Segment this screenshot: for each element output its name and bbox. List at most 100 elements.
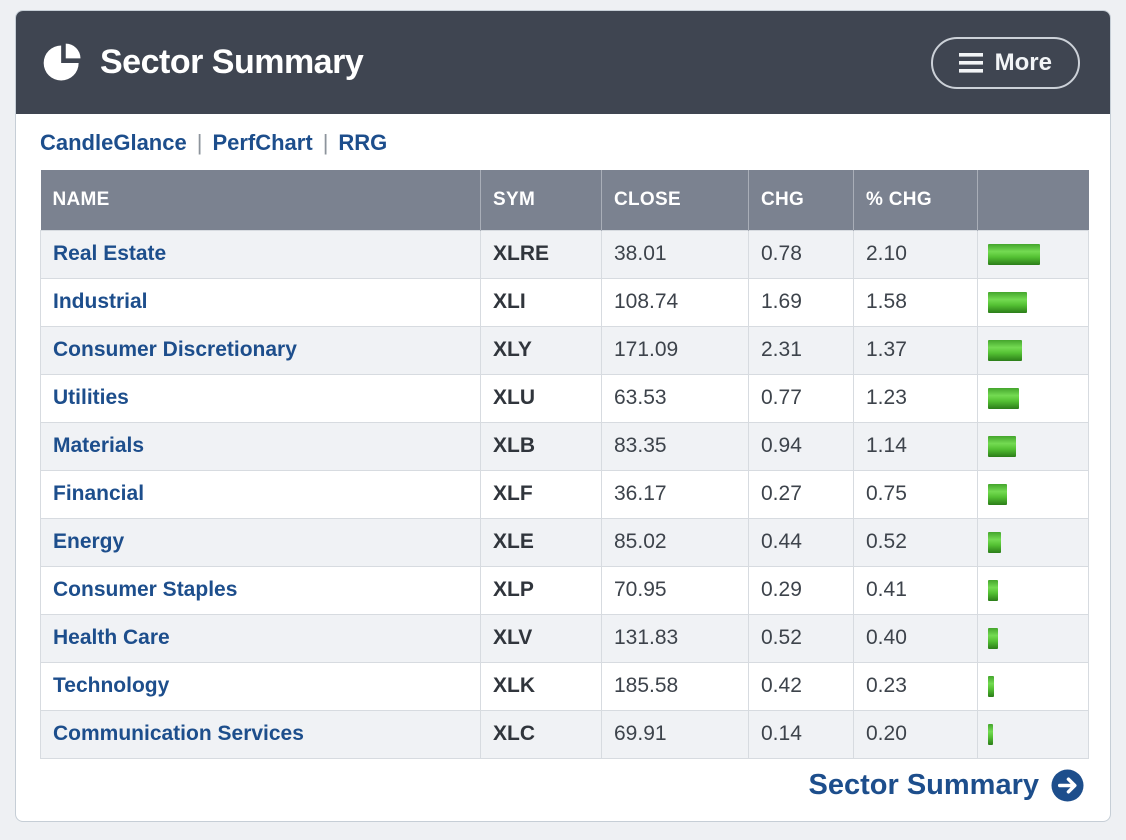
sector-link[interactable]: Health Care: [53, 626, 170, 649]
table-row: Real Estate XLRE 38.01 0.78 2.10: [40, 229, 1089, 279]
sector-link[interactable]: Energy: [53, 530, 125, 553]
sector-table: NAME SYM CLOSE CHG % CHG Real Estate XLRE…: [40, 170, 1089, 759]
sector-summary-link[interactable]: Sector Summary: [809, 769, 1085, 802]
table-row: Health Care XLV 131.83 0.52 0.40: [40, 613, 1089, 663]
col-header-pct-chg: % CHG: [853, 170, 978, 230]
table-row: Communication Services XLC 69.91 0.14 0.20: [40, 709, 1089, 759]
sector-link[interactable]: Industrial: [53, 290, 148, 313]
link-separator: |: [322, 130, 329, 155]
pct-change-bar: [988, 483, 1007, 505]
cell-bar: [977, 517, 1089, 567]
cell-close: 70.95: [601, 565, 749, 615]
cell-close: 171.09: [601, 325, 749, 375]
cell-name: Technology: [40, 661, 481, 711]
table-row: Consumer Discretionary XLY 171.09 2.31 1.37: [40, 325, 1089, 375]
sector-link[interactable]: Materials: [53, 434, 145, 457]
cell-chg: 0.42: [748, 661, 854, 711]
cell-name: Materials: [40, 421, 481, 471]
widget-footer: Sector Summary: [40, 769, 1088, 802]
sector-link[interactable]: Financial: [53, 482, 145, 505]
cell-name: Energy: [40, 517, 481, 567]
quick-links: CandleGlance | PerfChart | RRG: [40, 126, 1086, 170]
cell-sym: XLE: [480, 517, 602, 567]
cell-pct-chg: 0.52: [853, 517, 978, 567]
table-row: Utilities XLU 63.53 0.77 1.23: [40, 373, 1089, 423]
cell-chg: 0.94: [748, 421, 854, 471]
more-button[interactable]: More: [930, 36, 1080, 89]
sector-link[interactable]: Real Estate: [53, 242, 167, 265]
cell-pct-chg: 1.14: [853, 421, 978, 471]
cell-pct-chg: 0.41: [853, 565, 978, 615]
widget-title: Sector Summary: [100, 43, 364, 81]
sector-summary-widget: Sector Summary More CandleGlance | PerfCha…: [15, 10, 1111, 822]
cell-name: Real Estate: [40, 229, 481, 279]
cell-chg: 0.77: [748, 373, 854, 423]
cell-pct-chg: 1.37: [853, 325, 978, 375]
cell-bar: [977, 661, 1089, 711]
cell-bar: [977, 565, 1089, 615]
more-button-label: More: [994, 48, 1052, 76]
widget-brand: Sector Summary: [40, 40, 364, 86]
sector-table-body: Real Estate XLRE 38.01 0.78 2.10 Industrial XL…: [40, 229, 1089, 759]
cell-sym: XLB: [480, 421, 602, 471]
cell-close: 131.83: [601, 613, 749, 663]
pct-change-bar: [988, 627, 998, 649]
cell-bar: [977, 277, 1089, 327]
cell-close: 36.17: [601, 469, 749, 519]
cell-sym: XLP: [480, 565, 602, 615]
cell-sym: XLC: [480, 709, 602, 759]
cell-chg: 0.14: [748, 709, 854, 759]
cell-close: 185.58: [601, 661, 749, 711]
pie-chart-icon: [43, 43, 81, 80]
table-header-row: NAME SYM CLOSE CHG % CHG: [40, 170, 1089, 230]
col-header-chg: CHG: [748, 170, 854, 230]
quick-link-perfchart[interactable]: PerfChart: [212, 130, 313, 155]
cell-name: Health Care: [40, 613, 481, 663]
sector-link[interactable]: Utilities: [53, 386, 129, 409]
pct-change-bar: [988, 531, 1001, 553]
sector-link[interactable]: Communication Services: [53, 722, 304, 745]
cell-name: Consumer Staples: [40, 565, 481, 615]
pct-change-bar: [988, 387, 1019, 409]
table-row: Energy XLE 85.02 0.44 0.52: [40, 517, 1089, 567]
cell-bar: [977, 421, 1089, 471]
cell-sym: XLRE: [480, 229, 602, 279]
pct-change-bar: [988, 243, 1040, 265]
table-row: Industrial XLI 108.74 1.69 1.58: [40, 277, 1089, 327]
col-header-name: NAME: [40, 170, 481, 230]
cell-chg: 1.69: [748, 277, 854, 327]
sector-link[interactable]: Technology: [53, 674, 170, 697]
col-header-close: CLOSE: [601, 170, 749, 230]
cell-pct-chg: 1.58: [853, 277, 978, 327]
quick-link-rrg[interactable]: RRG: [338, 130, 388, 155]
pct-change-bar: [988, 675, 994, 697]
cell-bar: [977, 709, 1089, 759]
pct-change-bar: [988, 579, 998, 601]
cell-name: Consumer Discretionary: [40, 325, 481, 375]
table-row: Technology XLK 185.58 0.42 0.23: [40, 661, 1089, 711]
table-row: Financial XLF 36.17 0.27 0.75: [40, 469, 1089, 519]
sector-link[interactable]: Consumer Staples: [53, 578, 238, 601]
cell-chg: 0.78: [748, 229, 854, 279]
cell-name: Financial: [40, 469, 481, 519]
cell-close: 85.02: [601, 517, 749, 567]
col-header-bar: [977, 170, 1089, 230]
cell-bar: [977, 229, 1089, 279]
arrow-right-circle-icon: [1051, 768, 1084, 802]
table-row: Materials XLB 83.35 0.94 1.14: [40, 421, 1089, 471]
cell-pct-chg: 2.10: [853, 229, 978, 279]
pct-change-bar: [988, 339, 1022, 361]
cell-name: Utilities: [40, 373, 481, 423]
sector-link[interactable]: Consumer Discretionary: [53, 338, 297, 361]
table-row: Consumer Staples XLP 70.95 0.29 0.41: [40, 565, 1089, 615]
pct-change-bar: [988, 435, 1016, 457]
cell-bar: [977, 469, 1089, 519]
col-header-sym: SYM: [480, 170, 602, 230]
cell-chg: 0.52: [748, 613, 854, 663]
pct-change-bar: [988, 291, 1027, 313]
quick-link-candleglance[interactable]: CandleGlance: [40, 130, 187, 155]
pct-change-bar: [988, 723, 993, 745]
cell-close: 108.74: [601, 277, 749, 327]
cell-pct-chg: 0.75: [853, 469, 978, 519]
hamburger-icon: [958, 52, 983, 73]
